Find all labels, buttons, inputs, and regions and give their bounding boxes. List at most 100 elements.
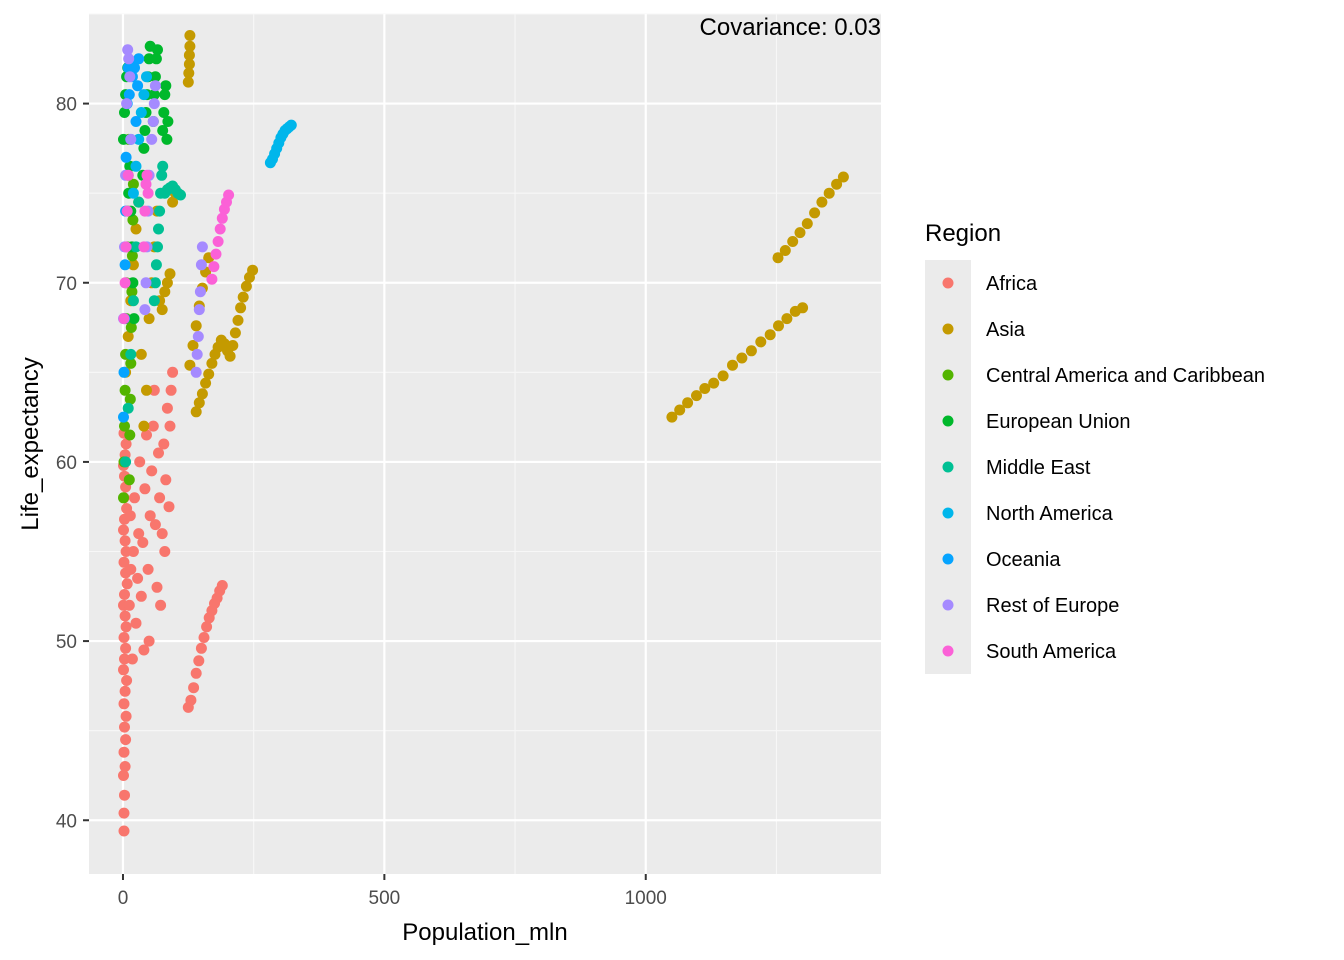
data-point [120, 151, 132, 163]
data-point [132, 572, 144, 584]
data-point [148, 384, 160, 396]
data-point [203, 368, 215, 380]
data-point [118, 556, 130, 568]
data-point [156, 304, 168, 316]
data-point [190, 320, 202, 332]
data-point [158, 438, 170, 450]
data-point [127, 546, 139, 557]
data-point [126, 250, 138, 262]
data-point [152, 241, 163, 253]
x-axis-title: Population_mln [402, 919, 567, 946]
data-point [666, 411, 678, 423]
data-point [141, 429, 152, 441]
data-point [120, 456, 132, 468]
data-point [717, 370, 729, 382]
data-point [128, 313, 140, 325]
data-point [122, 169, 134, 181]
data-point [153, 223, 164, 235]
y-tick-label: 40 [56, 811, 77, 832]
data-point [237, 291, 249, 303]
data-point [831, 178, 843, 190]
data-point [118, 746, 130, 758]
data-point [127, 295, 139, 307]
data-point [118, 411, 129, 423]
data-point [682, 397, 694, 409]
data-point [125, 348, 137, 360]
data-point [120, 734, 132, 746]
legend-key-marker [942, 553, 954, 565]
data-point [208, 261, 220, 273]
data-point [745, 345, 757, 357]
data-point [159, 89, 171, 101]
data-point [184, 30, 196, 41]
data-point [135, 107, 147, 118]
plot-panel [89, 14, 881, 874]
data-point [159, 546, 171, 557]
legend-label: Central America and Caribbean [986, 365, 1265, 387]
data-point [125, 133, 137, 145]
data-point [232, 314, 244, 326]
data-point [727, 359, 738, 371]
y-tick-label: 70 [56, 274, 77, 295]
data-point [146, 465, 158, 477]
data-point [125, 322, 137, 333]
data-point [118, 698, 130, 710]
data-point [200, 377, 212, 389]
data-point [161, 133, 173, 145]
data-point [183, 67, 195, 79]
data-point [133, 528, 145, 540]
data-point [195, 642, 207, 654]
legend-label: South America [986, 641, 1117, 663]
data-point [240, 280, 252, 292]
data-point [127, 259, 139, 271]
data-point [118, 770, 129, 781]
data-point [130, 223, 142, 235]
data-point [193, 655, 205, 667]
data-point [160, 474, 172, 486]
data-point [156, 528, 168, 540]
data-point [781, 313, 793, 325]
data-point [691, 390, 702, 402]
data-point [149, 519, 161, 531]
data-point [212, 236, 224, 247]
data-point [699, 383, 711, 394]
data-point [125, 357, 137, 369]
data-point [119, 277, 131, 289]
data-point [191, 348, 203, 360]
data-point [124, 71, 136, 83]
data-point [196, 241, 208, 253]
data-point [141, 169, 153, 181]
data-point [119, 610, 131, 622]
legend-label: Africa [986, 273, 1038, 295]
legend-label: Asia [986, 319, 1026, 341]
data-point [143, 635, 155, 647]
data-point [139, 483, 151, 495]
data-point [127, 214, 139, 226]
data-point [119, 420, 130, 432]
legend-key-marker [942, 277, 954, 289]
data-point [133, 53, 145, 65]
data-point [120, 642, 132, 654]
data-point [182, 76, 194, 88]
data-point [119, 653, 130, 665]
legend-label: Middle East [986, 457, 1091, 479]
data-point [158, 107, 170, 118]
data-point [192, 331, 204, 342]
data-point [130, 116, 142, 127]
data-point [118, 632, 130, 643]
data-point [216, 212, 228, 224]
data-point [130, 241, 142, 253]
data-point [193, 304, 205, 316]
data-point [127, 277, 139, 289]
data-point [160, 80, 172, 92]
data-point [148, 98, 160, 110]
data-point [120, 438, 132, 450]
data-point [126, 653, 138, 665]
data-point [216, 580, 228, 591]
data-point [148, 89, 160, 101]
y-tick-label: 50 [56, 632, 77, 653]
data-point [816, 196, 828, 208]
data-point [196, 388, 208, 400]
data-point [147, 116, 159, 127]
data-point [794, 227, 806, 239]
